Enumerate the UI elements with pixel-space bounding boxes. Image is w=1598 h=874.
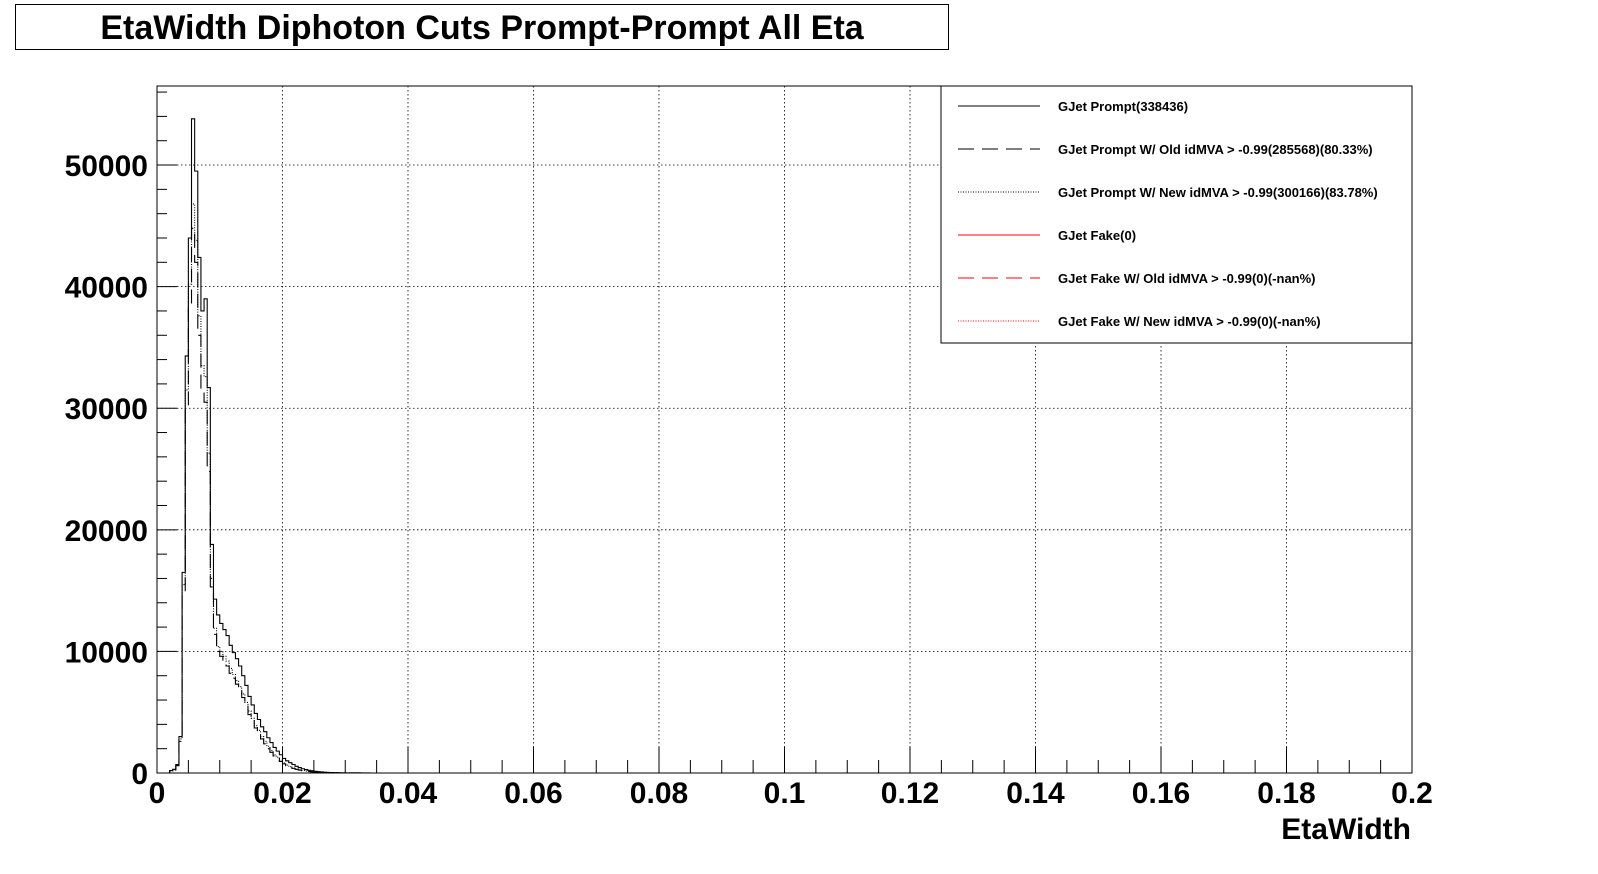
y-tick-label: 40000: [65, 272, 148, 305]
y-tick-label: 30000: [65, 393, 148, 426]
x-tick-label: 0.02: [253, 777, 311, 810]
y-tick-label: 50000: [65, 150, 148, 183]
legend-box: [940, 85, 1413, 344]
y-tick-label: 0: [131, 758, 148, 791]
x-tick-label: 0.06: [504, 777, 562, 810]
title-box: EtaWidth Diphoton Cuts Prompt-Prompt All…: [15, 4, 949, 50]
histogram-series-3: [157, 203, 408, 774]
legend-label-1: GJet Prompt(338436): [1058, 99, 1188, 114]
x-tick-label: 0.08: [630, 777, 688, 810]
legend-entries: GJet Prompt(338436) GJet Prompt W/ Old id…: [958, 99, 1378, 329]
legend-label-5: GJet Fake W/ Old idMVA > -0.99(0)(-nan%): [1058, 271, 1316, 286]
x-tick-label: 0.1: [764, 777, 806, 810]
legend-label-6: GJet Fake W/ New idMVA > -0.99(0)(-nan%): [1058, 314, 1321, 329]
x-tick-label: 0.04: [379, 777, 438, 810]
x-tick-label: 0.16: [1132, 777, 1190, 810]
legend: GJet Prompt(338436) GJet Prompt W/ Old id…: [940, 85, 1413, 344]
y-tick-label: 10000: [65, 636, 148, 669]
x-tick-label: 0: [149, 777, 166, 810]
axis-ticks: [156, 91, 1413, 774]
x-tick-label: 0.12: [881, 777, 939, 810]
y-tick-labels: 0 10000 20000 30000 40000 50000: [65, 150, 148, 791]
chart-title: EtaWidth Diphoton Cuts Prompt-Prompt All…: [100, 9, 864, 47]
legend-label-4: GJet Fake(0): [1058, 228, 1136, 243]
y-tick-label: 20000: [65, 515, 148, 548]
legend-label-3: GJet Prompt W/ New idMVA > -0.99(300166)…: [1058, 185, 1378, 200]
x-tick-labels: 0 0.02 0.04 0.06 0.08 0.1 0.12 0.14 0.16 0.18 0.2: [149, 777, 1433, 810]
x-tick-label: 0.18: [1257, 777, 1315, 810]
x-tick-label: 0.14: [1006, 777, 1065, 810]
grid-lines: [157, 86, 1413, 773]
x-axis-title: EtaWidth: [1281, 813, 1411, 846]
histogram-series-2: [157, 227, 408, 774]
legend-label-2: GJet Prompt W/ Old idMVA > -0.99(285568)…: [1058, 142, 1373, 157]
x-tick-label: 0.2: [1391, 777, 1433, 810]
